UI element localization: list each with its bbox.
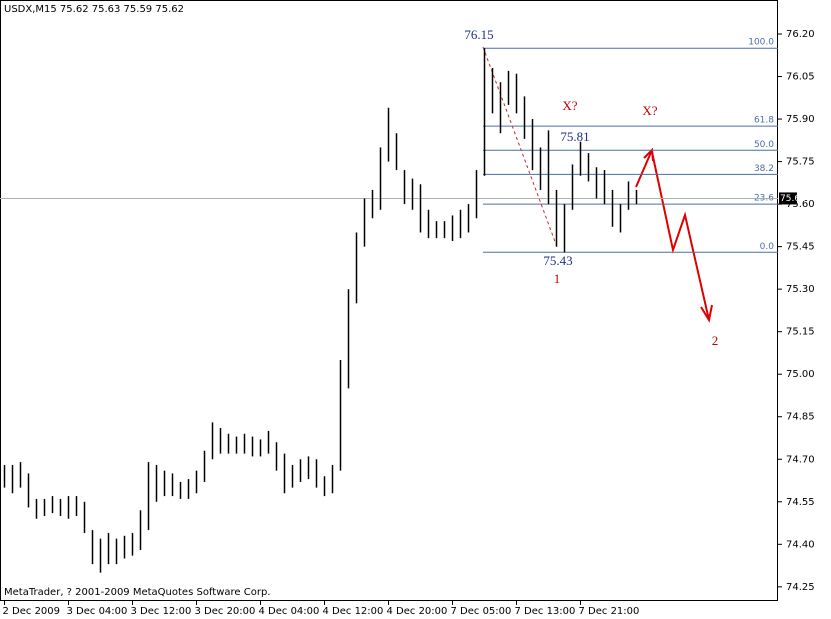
y-tick-label: 75.90 bbox=[786, 114, 815, 125]
arrow-up bbox=[635, 149, 653, 188]
footer: MetaTrader, ? 2001-2009 MetaQuotes Softw… bbox=[4, 587, 270, 598]
plot-frame bbox=[0, 0, 778, 601]
x-tick-label: 4 Dec 20:00 bbox=[387, 606, 448, 617]
y-tick-label: 74.40 bbox=[786, 539, 815, 550]
annotation: 75.43 bbox=[543, 253, 572, 268]
annotation: 1 bbox=[554, 271, 561, 286]
x-tick-label: 7 Dec 21:00 bbox=[579, 606, 640, 617]
y-tick-label: 75.30 bbox=[786, 284, 815, 295]
projection-arrows bbox=[635, 147, 713, 323]
x-tick-label: 3 Dec 20:00 bbox=[195, 606, 256, 617]
y-tick-label: 74.70 bbox=[786, 454, 815, 465]
annotation: 2 bbox=[712, 333, 719, 348]
y-tick-label: 75.00 bbox=[786, 369, 815, 380]
bid-box bbox=[779, 192, 797, 205]
y-tick-label: 75.15 bbox=[786, 327, 815, 338]
x-tick-label: 7 Dec 05:00 bbox=[451, 606, 512, 617]
x-tick-label: 7 Dec 13:00 bbox=[515, 606, 576, 617]
chart-title: USDX,M15 75.62 75.63 75.59 75.62 bbox=[4, 4, 184, 15]
annotation: 75.81 bbox=[560, 129, 589, 144]
x-tick-label: 3 Dec 04:00 bbox=[67, 606, 128, 617]
x-tick-label: 4 Dec 12:00 bbox=[323, 606, 384, 617]
y-tick-label: 74.55 bbox=[786, 497, 815, 508]
fib-label: 50.0 bbox=[754, 140, 774, 150]
y-tick-label: 76.20 bbox=[786, 29, 815, 40]
y-tick-label: 74.25 bbox=[786, 582, 815, 593]
x-tick-label: 2 Dec 2009 bbox=[3, 606, 61, 617]
y-tick-label: 75.45 bbox=[786, 242, 815, 253]
annotation: X? bbox=[562, 98, 577, 113]
fib-label: 61.8 bbox=[754, 116, 774, 126]
annotation: 76.15 bbox=[464, 27, 493, 42]
y-tick-label: 75.60 bbox=[786, 199, 815, 210]
x-tick-label: 4 Dec 04:00 bbox=[259, 606, 320, 617]
arrow-head bbox=[700, 304, 713, 323]
y-tick-label: 76.05 bbox=[786, 72, 815, 83]
bid-label: 75.62 bbox=[780, 194, 806, 204]
fib-label: 0.0 bbox=[760, 242, 775, 252]
annotation: X? bbox=[642, 103, 657, 118]
fib-label: 38.2 bbox=[754, 164, 774, 174]
y-tick-label: 74.85 bbox=[786, 412, 815, 423]
fib-label: 100.0 bbox=[748, 38, 774, 48]
x-tick-label: 3 Dec 12:00 bbox=[131, 606, 192, 617]
arrow-down bbox=[651, 151, 710, 321]
y-tick-label: 75.75 bbox=[786, 157, 815, 168]
